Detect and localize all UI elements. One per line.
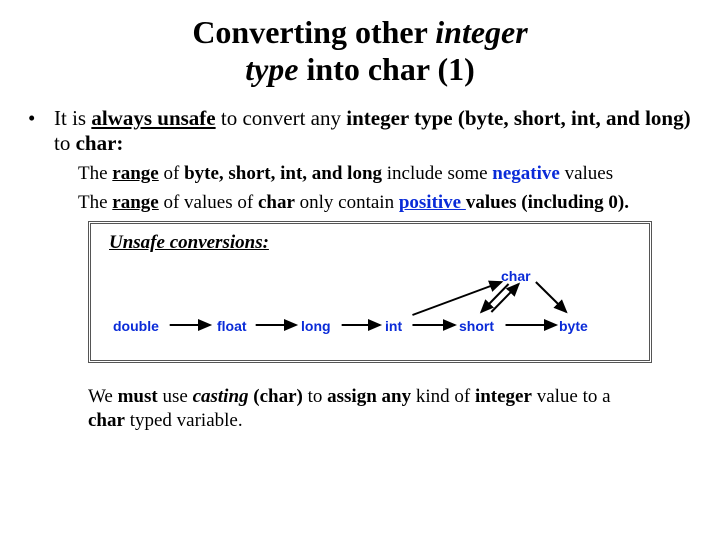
c-l: char: [88, 410, 125, 431]
bullet-f5: to: [54, 131, 76, 155]
type-short: short: [459, 318, 494, 334]
bullet-f6: char:: [76, 131, 124, 155]
s1a: The: [78, 163, 112, 184]
title-line1a: Converting other: [192, 14, 435, 50]
bullet-f3: to convert any: [216, 106, 347, 130]
s2a: The: [78, 192, 112, 213]
c-a: We: [88, 386, 118, 407]
types-canvas: double float long int short byte char: [109, 260, 635, 350]
bullet-row: • It is always unsafe to convert any int…: [28, 106, 692, 156]
s1c: of: [159, 163, 184, 184]
diagram-title: Unsafe conversions:: [109, 232, 635, 254]
type-char: char: [501, 268, 531, 284]
slide: Converting other integer type into char …: [0, 0, 720, 540]
s2g: values (including 0).: [466, 192, 629, 213]
c-d: casting: [193, 386, 249, 407]
diagram-box: Unsafe conversions:: [88, 221, 652, 363]
c-b: must: [118, 386, 158, 407]
bullet-f4: integer type (byte, short, int, and long…: [346, 106, 690, 130]
s2e: only contain: [295, 192, 399, 213]
bullet-marker: •: [28, 106, 54, 156]
c-i: kind of: [411, 386, 475, 407]
c-j: integer: [475, 386, 532, 407]
arrows-svg: [109, 260, 635, 350]
content-area: • It is always unsafe to convert any int…: [0, 88, 720, 433]
bullet-f2: always unsafe: [91, 106, 215, 130]
title-line2a: type: [245, 51, 298, 87]
c-m: typed variable.: [125, 410, 243, 431]
c-k: value to a: [532, 386, 611, 407]
s1g: values: [560, 163, 613, 184]
title-line1b: integer: [435, 14, 527, 50]
type-byte: byte: [559, 318, 588, 334]
s2f: positive: [399, 192, 466, 213]
bullet-text: It is always unsafe to convert any integ…: [54, 106, 692, 156]
title-line2b: into char (1): [299, 51, 475, 87]
s2b: range: [112, 192, 158, 213]
s1e: include some: [382, 163, 492, 184]
type-long: long: [301, 318, 331, 334]
type-float: float: [217, 318, 247, 334]
type-int: int: [385, 318, 402, 334]
sub-line-1: The range of byte, short, int, and long …: [28, 156, 692, 186]
c-c: use: [158, 386, 193, 407]
s1f: negative: [492, 163, 560, 184]
bullet-f1: It is: [54, 106, 91, 130]
c-f: (char): [253, 386, 303, 407]
sub-line-2: The range of values of char only contain…: [28, 185, 692, 215]
conclusion: We must use casting (char) to assign any…: [28, 363, 692, 433]
s2d: char: [258, 192, 295, 213]
c-g: to: [303, 386, 327, 407]
slide-title: Converting other integer type into char …: [0, 0, 720, 88]
c-h: assign any: [327, 386, 411, 407]
s1b: range: [112, 163, 158, 184]
s1d: byte, short, int, and long: [184, 163, 382, 184]
type-double: double: [113, 318, 159, 334]
s2c: of values of: [159, 192, 258, 213]
